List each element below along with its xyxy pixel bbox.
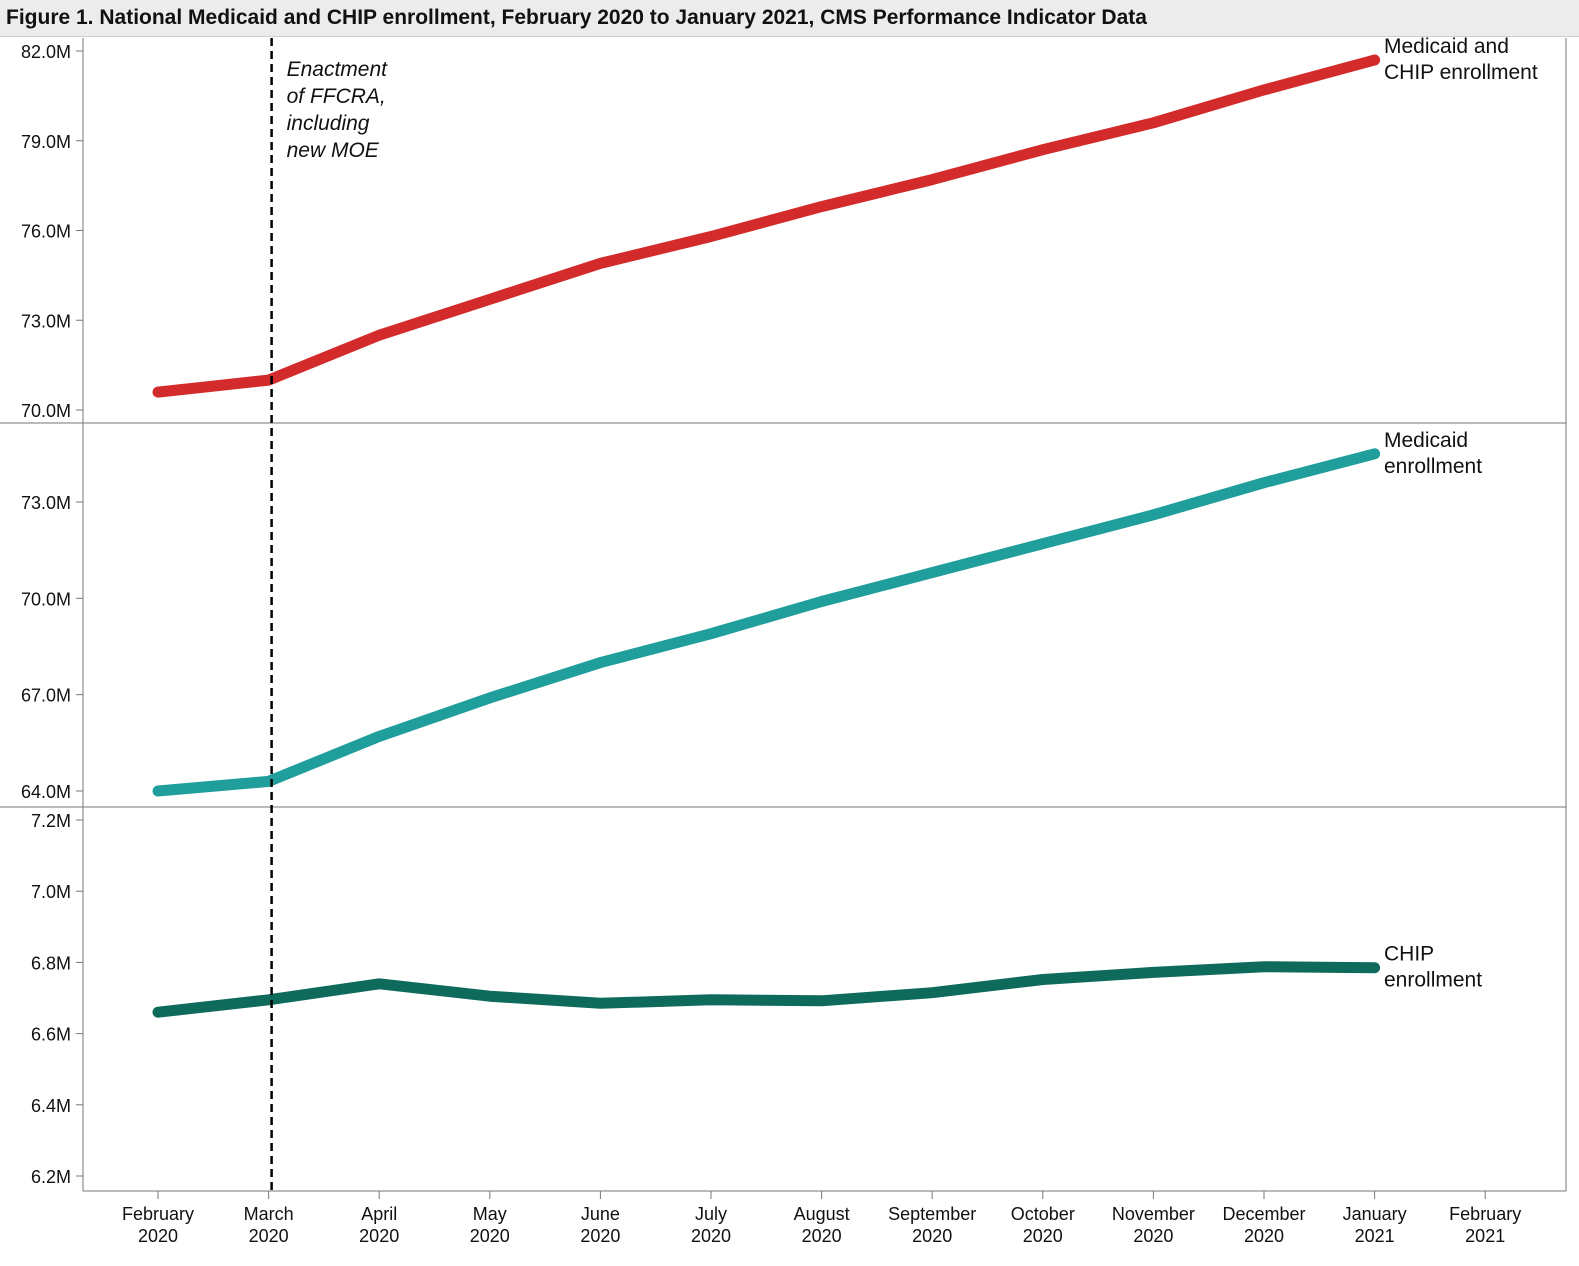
data-point-medicaid_chip [599,262,602,265]
data-point-medicaid [820,600,823,603]
x-tick-label: 2020 [1244,1226,1284,1246]
series-line-chip [152,961,1381,1018]
x-tick-label: 2021 [1465,1226,1505,1246]
series-label-chip: CHIP [1384,943,1434,966]
x-tick-label: 2020 [470,1226,510,1246]
x-tick-label: March [244,1204,294,1224]
data-point-medicaid [1263,481,1265,484]
data-point-medicaid_chip [157,391,159,394]
y-tick-label: 64.0M [21,782,71,802]
data-point-medicaid [1152,513,1155,516]
x-tick-label: December [1222,1204,1305,1224]
x-tick-label: February [1449,1204,1521,1224]
y-tick-label: 7.0M [31,882,71,902]
data-point-chip [1263,965,1265,968]
data-point-chip [820,999,823,1002]
series-label-chip: enrollment [1384,969,1482,992]
x-tick-label: January [1343,1204,1407,1224]
data-point-medicaid [710,632,712,635]
y-tick-label: 7.2M [31,811,71,831]
data-point-chip [1041,978,1044,981]
title-bar: Figure 1. National Medicaid and CHIP enr… [0,0,1579,37]
series-label-medicaid: enrollment [1384,455,1482,478]
x-tick-label: 2020 [138,1226,178,1246]
data-point-chip [157,1011,159,1014]
data-point-chip [1373,966,1376,969]
data-point-medicaid [1373,452,1376,455]
data-point-medicaid [1041,542,1044,545]
data-point-medicaid [931,571,934,574]
data-point-chip [1152,971,1155,974]
y-tick-label: 6.2M [31,1167,71,1187]
data-point-medicaid_chip [378,334,381,337]
data-point-medicaid_chip [820,205,823,208]
data-point-chip [267,998,270,1001]
annotation-text: including [287,112,370,135]
x-tick-label: 2021 [1355,1226,1395,1246]
series-line-medicaid [152,448,1381,797]
series-label-medicaid_chip: CHIP enrollment [1384,61,1538,84]
data-point-chip [378,982,381,985]
data-point-medicaid_chip [1373,58,1376,61]
y-tick-label: 82.0M [21,42,71,62]
x-tick-label: 2020 [1023,1226,1063,1246]
data-point-medicaid [378,735,381,738]
y-tick-label: 73.0M [21,493,71,513]
data-point-medicaid_chip [1263,88,1265,91]
x-tick-label: April [361,1204,397,1224]
x-tick-label: August [794,1204,850,1224]
y-tick-label: 6.4M [31,1096,71,1116]
x-tick-label: 2020 [1133,1226,1173,1246]
x-tick-label: 2020 [802,1226,842,1246]
data-point-medicaid [488,696,491,699]
y-tick-label: 73.0M [21,311,71,331]
data-point-chip [931,991,934,994]
data-point-chip [599,1002,602,1005]
x-tick-label: 2020 [580,1226,620,1246]
data-point-chip [488,995,491,998]
x-tick-label: 2020 [359,1226,399,1246]
x-tick-label: February [122,1204,194,1224]
data-point-chip [710,998,712,1001]
y-tick-label: 67.0M [21,686,71,706]
annotation-text: new MOE [287,139,380,162]
x-tick-label: 2020 [249,1226,289,1246]
x-tick-label: September [888,1204,976,1224]
x-tick-label: 2020 [691,1226,731,1246]
data-point-medicaid_chip [267,379,270,382]
data-point-medicaid [599,661,602,664]
y-tick-label: 6.8M [31,953,71,973]
x-tick-label: May [473,1204,507,1224]
y-tick-label: 79.0M [21,132,71,152]
chart-title: Figure 1. National Medicaid and CHIP enr… [6,6,1147,29]
y-tick-label: 76.0M [21,222,71,242]
annotation-text: of FFCRA, [287,85,386,108]
data-point-medicaid [267,780,270,783]
x-tick-label: 2020 [912,1226,952,1246]
y-tick-label: 70.0M [21,589,71,609]
y-tick-label: 70.0M [21,401,71,421]
x-tick-label: October [1011,1204,1075,1224]
data-point-medicaid [157,790,159,792]
data-point-medicaid_chip [1041,148,1044,151]
data-point-medicaid_chip [931,178,934,181]
data-point-medicaid_chip [710,235,712,238]
annotation-text: Enactment [287,58,389,81]
series-label-medicaid: Medicaid [1384,429,1468,452]
data-point-medicaid_chip [488,298,491,301]
y-tick-label: 6.6M [31,1025,71,1045]
data-point-medicaid_chip [1152,121,1155,124]
x-tick-label: June [581,1204,620,1224]
x-tick-label: July [695,1204,727,1224]
series-label-medicaid_chip: Medicaid and [1384,35,1509,58]
x-tick-label: November [1112,1204,1195,1224]
series-line-medicaid_chip [152,54,1381,398]
